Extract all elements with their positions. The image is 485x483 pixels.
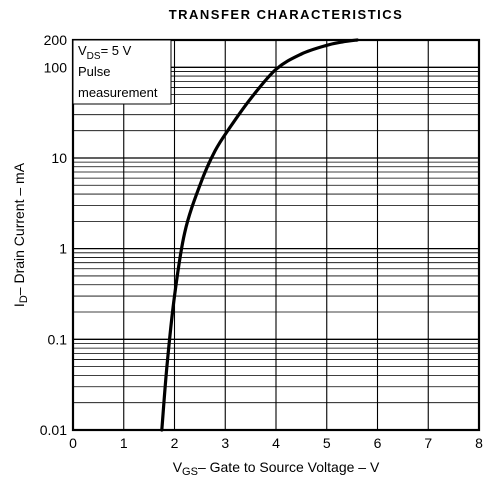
transfer-curve [160,38,359,432]
x-tick-label: 3 [221,435,229,451]
y-tick-label: 100 [44,59,68,75]
annotation-line-measurement: measurement [78,85,158,100]
y-axis-text: – Drain Current – mA [11,162,27,295]
annotation-condition: VDS= 5 V [78,43,132,62]
x-axis-label: VGS– Gate to Source Voltage – V [173,459,380,478]
condition-annotation: VDS= 5 V Pulse measurement [72,39,172,105]
y-tick-labels: 200 100 10 1 0.1 0.01 [40,32,67,438]
chart-title: TRANSFER CHARACTERISTICS [169,7,404,22]
x-tick-label: 0 [69,435,77,451]
x-tick-label: 2 [171,435,179,451]
y-tick-label: 0.01 [40,422,67,438]
x-tick-label: 6 [374,435,382,451]
y-tick-label: 10 [51,150,67,166]
curve-layer [160,38,359,432]
x-tick-label: 5 [323,435,331,451]
y-axis-subscript: D [18,295,30,303]
y-axis-label: ID– Drain Current – mA [11,162,30,307]
x-tick-label: 1 [120,435,128,451]
condition-symbol: V [78,43,87,58]
y-tick-label: 200 [44,32,68,48]
x-axis-text: – Gate to Source Voltage – V [198,459,380,475]
condition-value: = 5 V [101,43,132,58]
y-tick-label: 1 [59,241,67,257]
x-axis-subscript: GS [182,466,198,478]
x-tick-label: 4 [272,435,280,451]
y-tick-label: 0.1 [48,331,68,347]
condition-subscript: DS [87,51,101,62]
x-tick-label: 7 [424,435,432,451]
x-axis-symbol: V [173,459,183,475]
x-tick-labels: 0 1 2 3 4 5 6 7 8 [69,435,483,451]
x-tick-label: 8 [475,435,483,451]
annotation-box [72,39,172,105]
y-axis-symbol: I [11,303,27,307]
plot-frame [71,38,481,432]
annotation-line-pulse: Pulse [78,64,111,79]
